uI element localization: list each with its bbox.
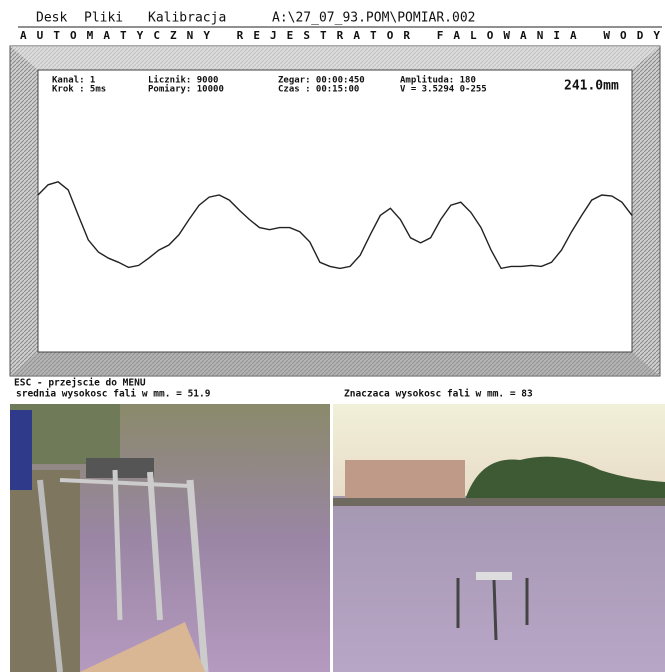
menu-item[interactable]: Pliki <box>84 11 123 26</box>
screen: Desk Pliki Kalibracja A:\27_07_93.POM\PO… <box>0 0 665 672</box>
menu-item[interactable]: Desk <box>36 11 67 26</box>
plot-area <box>38 70 632 352</box>
photo-left <box>10 404 330 672</box>
level-readout: 241.0mm <box>564 79 619 94</box>
status-text: Krok : 5ms <box>52 85 106 95</box>
banner: AUTOMATYCZNY REJESTRATOR FALOWANIA WODY <box>20 29 660 42</box>
status-text: Pomiary: 10000 <box>148 84 224 95</box>
footer-text: srednia wysokosc fali w mm. = 51.9 <box>16 389 211 400</box>
footer-text: Znaczaca wysokosc fali w mm. = 83 <box>344 389 533 400</box>
footer-text: ESC - przejscie do MENU <box>14 378 146 389</box>
status-text: Czas : 00:15:00 <box>278 85 359 95</box>
file-path: A:\27_07_93.POM\POMIAR.002 <box>272 11 476 26</box>
bevel <box>10 352 660 376</box>
bevel <box>10 46 660 70</box>
menu-item[interactable]: Kalibracja <box>148 11 226 26</box>
status-text: V = 3.5294 0-255 <box>400 85 487 95</box>
photo-right <box>333 404 665 672</box>
